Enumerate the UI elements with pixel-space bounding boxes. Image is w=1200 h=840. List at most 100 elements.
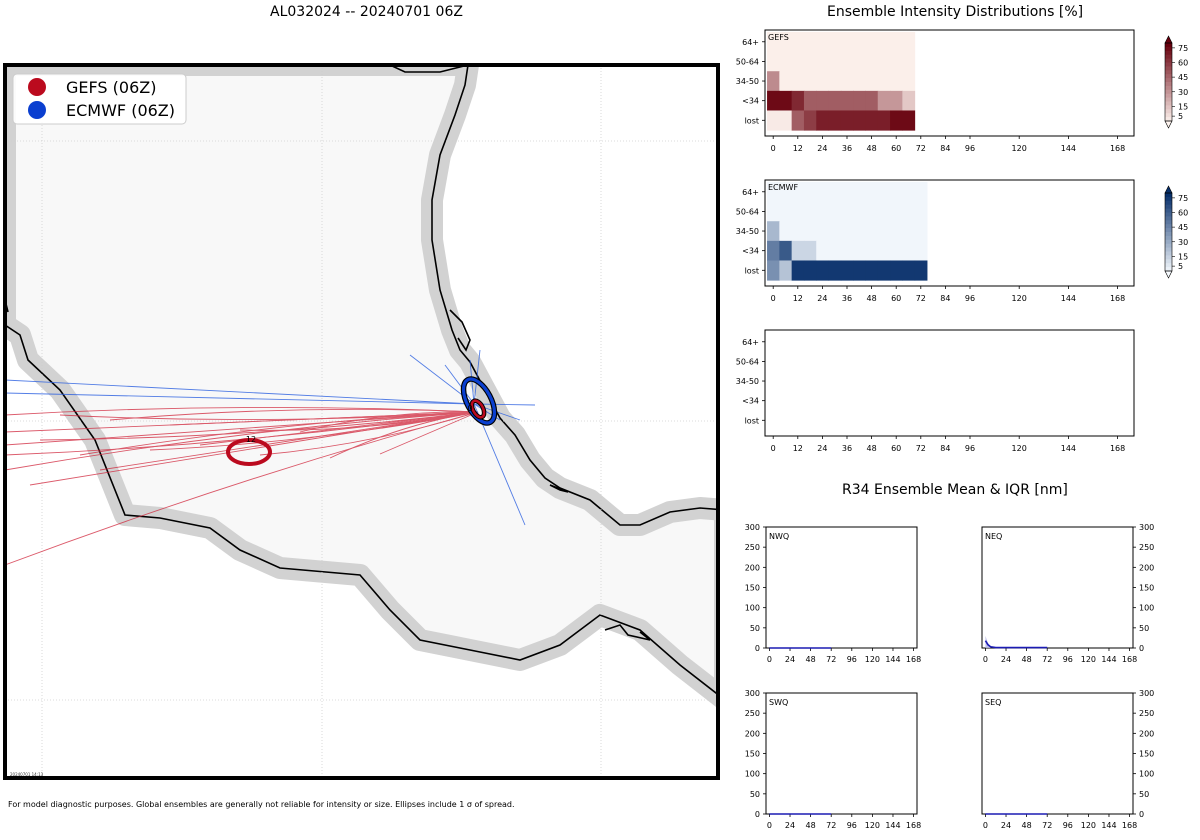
heatmap-cell (816, 90, 830, 111)
heatmap-cell (853, 221, 866, 242)
heatmap-cell (877, 31, 891, 53)
ecmwf-track (5, 392, 475, 405)
y-tick-label: 100 (745, 604, 760, 613)
colorbar-segment (1165, 196, 1172, 202)
legend-ecmwf-label: ECMWF (06Z) (66, 101, 175, 120)
colorbar-tick-label: 30 (1178, 238, 1188, 247)
heatmap-cell (877, 71, 891, 92)
colorbar-segment (1165, 200, 1172, 206)
heatmap-cell (890, 110, 903, 131)
y-tick-label: 150 (745, 750, 760, 759)
y-tick-label: 0 (755, 810, 760, 819)
heatmap-cell (803, 71, 817, 92)
colorbar-tick-label: 45 (1178, 73, 1188, 82)
heatmap-cell (791, 90, 805, 111)
colorbar-segment (1165, 93, 1172, 99)
heatmap-cell (853, 181, 866, 203)
x-tick-label: 168 (906, 821, 921, 830)
y-tick-label: 0 (755, 644, 760, 653)
x-tick-label: 168 (1122, 821, 1137, 830)
y-tick-label: 64+ (742, 338, 759, 347)
intensity-axes-frame (764, 329, 1135, 437)
x-tick-label: 24 (785, 655, 795, 664)
y-tick-label: <34 (742, 97, 759, 106)
colorbar-segment (1165, 70, 1172, 75)
gefs-ellipse-0h-fill (470, 399, 486, 419)
x-tick-label: 84 (940, 294, 950, 303)
x-tick-label: 120 (1012, 294, 1027, 303)
colorbar-segment (1165, 228, 1172, 233)
intensity-title: Ensemble Intensity Distributions [%] (827, 4, 1084, 20)
colorbar-segment (1165, 239, 1172, 245)
x-tick-label: 48 (806, 821, 816, 830)
r34-title: R34 Ensemble Mean & IQR [nm] (842, 482, 1068, 498)
colorbar-segment (1165, 216, 1172, 221)
y-tick-label: 250 (1139, 543, 1154, 552)
heatmap-cell (803, 260, 817, 281)
colorbar-segment (1165, 263, 1172, 268)
colorbar-tick-label: 60 (1178, 209, 1188, 218)
y-tick-label: 250 (745, 543, 760, 552)
colorbar-tick-label: 15 (1178, 102, 1188, 111)
heatmap-cell (865, 201, 879, 222)
heatmap-cell (853, 240, 866, 261)
x-tick-label: 144 (885, 821, 900, 830)
colorbar-tick-label: 75 (1178, 44, 1188, 53)
coastline-south (5, 310, 718, 696)
heatmap-cell (803, 110, 817, 131)
heatmap-cell (890, 260, 903, 281)
x-tick-label: 84 (940, 444, 950, 453)
heatmap-cell (865, 110, 879, 131)
heatmap-cell (865, 181, 879, 203)
x-tick-label: 60 (891, 144, 901, 153)
gefs-track (99, 411, 479, 471)
r34-panel-label: NWQ (769, 532, 789, 541)
heatmap-cell (890, 221, 903, 242)
heatmap-cell (803, 201, 817, 222)
colorbar-segment (1165, 62, 1172, 67)
y-tick-label: 0 (1139, 644, 1144, 653)
x-tick-label: 144 (1061, 294, 1076, 303)
heatmap-cell (779, 110, 793, 131)
colorbar-segment (1165, 267, 1172, 272)
colorbar-segment (1165, 117, 1172, 122)
x-tick-label: 144 (1061, 444, 1076, 453)
heatmap-cell (840, 71, 854, 92)
gefs-track (149, 411, 479, 451)
heatmap-cell (840, 90, 854, 111)
y-tick-label: 150 (1139, 750, 1154, 759)
heatmap-cell (853, 31, 866, 53)
heatmap-cell (816, 181, 830, 203)
heatmap-cell (877, 201, 891, 222)
heatmap-cell (890, 181, 903, 203)
colorbar-gefs: 75 60 45 30 155 (1164, 35, 1188, 129)
gefs-track (29, 411, 479, 486)
heatmap-cell (779, 221, 793, 242)
heatmap-cell (828, 240, 842, 261)
r34-panel-neq: NEQ 300 250 200 150 100 50 0 0 24 48 72 96 120 144 168 (981, 523, 1154, 664)
gefs-track (5, 411, 479, 471)
y-tick-label: 250 (1139, 709, 1154, 718)
r34-axes-frame (765, 692, 918, 815)
colorbar-segment (1165, 109, 1172, 114)
heatmap-cell (779, 31, 793, 53)
y-tick-label: 300 (745, 523, 760, 532)
heatmap-cell (767, 260, 780, 281)
x-tick-label: 36 (842, 144, 852, 153)
heatmap-cell (853, 260, 866, 281)
footer-note: For model diagnostic purposes. Global en… (8, 800, 515, 809)
r34-panel-nwq: NWQ 300 250 200 150 100 50 00 24 48 72 96 120 144 168 (745, 523, 921, 664)
heatmap-cell (791, 221, 805, 242)
x-tick-label: 120 (1012, 444, 1027, 453)
heatmap-cell (779, 240, 793, 261)
gefs-track (259, 411, 479, 456)
colorbar-segment (1165, 78, 1172, 83)
x-tick-label: 168 (1110, 294, 1125, 303)
colorbar-segment (1165, 82, 1172, 87)
heatmap-cell (914, 201, 928, 222)
x-tick-label: 48 (1022, 821, 1032, 830)
heatmap-cell (840, 31, 854, 53)
heatmap-cell (877, 181, 891, 203)
heatmap-cell (803, 90, 817, 111)
